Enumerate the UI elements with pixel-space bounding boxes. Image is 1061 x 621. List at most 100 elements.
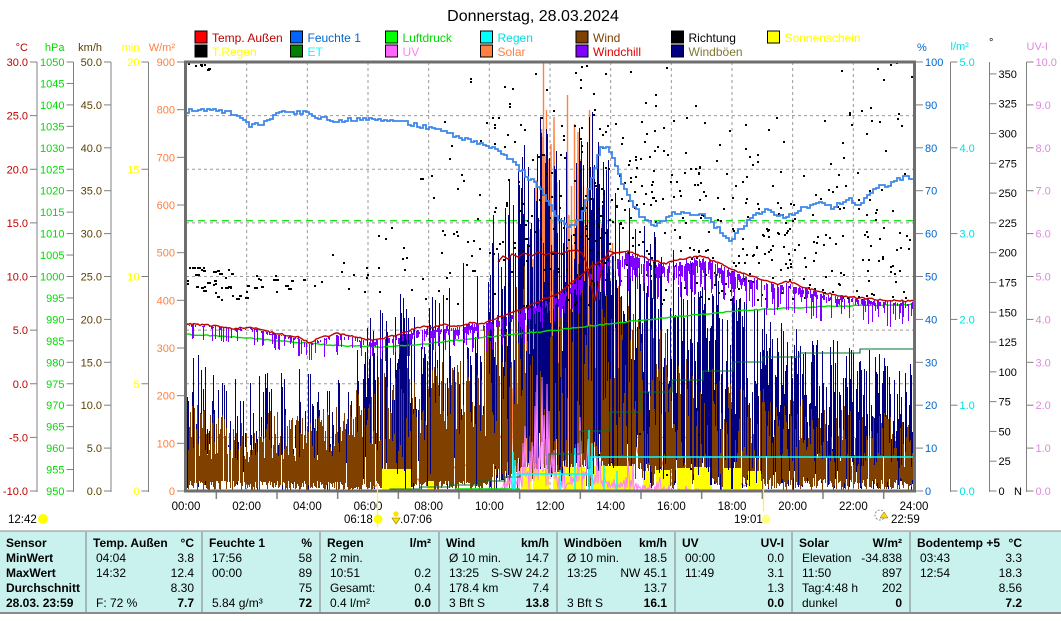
svg-text:6.0: 6.0 (1036, 229, 1051, 241)
svg-text:300: 300 (157, 343, 175, 355)
svg-text:UV-I: UV-I (1027, 41, 1048, 53)
svg-text:8.0: 8.0 (1036, 143, 1051, 155)
svg-text:14:00: 14:00 (596, 501, 625, 513)
svg-text:km/h: km/h (78, 42, 102, 54)
svg-text:5.0: 5.0 (960, 57, 975, 69)
svg-text:1015: 1015 (40, 207, 64, 219)
svg-text:Regen: Regen (498, 31, 533, 45)
svg-text:°: ° (989, 37, 993, 49)
svg-text:1040: 1040 (40, 100, 64, 112)
svg-text:1020: 1020 (40, 186, 64, 198)
svg-text:T.Regen: T.Regen (212, 45, 257, 59)
svg-text:2.0: 2.0 (1036, 400, 1051, 412)
svg-text:-5.0: -5.0 (9, 432, 28, 444)
svg-text:04:00: 04:00 (293, 501, 322, 513)
svg-text:800: 800 (157, 105, 175, 117)
svg-text:75: 75 (299, 581, 313, 595)
svg-text:.07:06: .07:06 (400, 514, 432, 526)
svg-text:Feuchte 1: Feuchte 1 (308, 31, 362, 45)
svg-text:100: 100 (999, 367, 1017, 379)
svg-text:13:25: 13:25 (449, 566, 479, 580)
svg-text:1035: 1035 (40, 121, 64, 133)
svg-text:70: 70 (925, 186, 937, 198)
svg-text:13:25: 13:25 (567, 566, 597, 580)
svg-text:5.84 g/m³: 5.84 g/m³ (212, 596, 263, 610)
svg-text:Regen: Regen (327, 536, 364, 550)
svg-text:00:00: 00:00 (685, 551, 715, 565)
svg-text:200: 200 (999, 248, 1017, 260)
svg-text:1.0: 1.0 (1036, 443, 1051, 455)
svg-text:0.0: 0.0 (87, 486, 102, 498)
svg-text:00:00: 00:00 (212, 566, 242, 580)
svg-text:1050: 1050 (40, 57, 64, 69)
svg-text:25: 25 (999, 456, 1011, 468)
svg-text:60: 60 (925, 229, 937, 241)
svg-text:Solar: Solar (498, 45, 526, 59)
svg-text:72: 72 (299, 596, 313, 610)
svg-text:3.1: 3.1 (767, 566, 784, 580)
svg-text:965: 965 (46, 422, 64, 434)
svg-text:7.7: 7.7 (177, 596, 194, 610)
svg-text:20:00: 20:00 (778, 501, 807, 513)
svg-text:22:59: 22:59 (891, 514, 920, 526)
svg-text:N: N (1014, 486, 1022, 498)
svg-text:9.0: 9.0 (1036, 100, 1051, 112)
svg-text:897: 897 (882, 566, 902, 580)
svg-text:0.0: 0.0 (1036, 486, 1051, 498)
svg-text:13.7: 13.7 (644, 581, 668, 595)
svg-text:W/m²: W/m² (873, 536, 902, 550)
svg-text:-34.838: -34.838 (861, 551, 902, 565)
svg-text:Windböen: Windböen (564, 536, 622, 550)
svg-text:30.0: 30.0 (81, 229, 102, 241)
svg-text:8.30: 8.30 (171, 581, 195, 595)
svg-text:0.2: 0.2 (414, 566, 431, 580)
svg-text:955: 955 (46, 465, 64, 477)
svg-text:5: 5 (133, 379, 139, 391)
svg-text:Temp. Außen: Temp. Außen (212, 31, 283, 45)
svg-text:970: 970 (46, 400, 64, 412)
svg-text:02:00: 02:00 (232, 501, 261, 513)
svg-text:Durchschnitt: Durchschnitt (6, 581, 80, 595)
svg-text:Sonnenschein: Sonnenschein (785, 31, 861, 45)
svg-text:990: 990 (46, 314, 64, 326)
svg-text:00:00: 00:00 (172, 501, 201, 513)
svg-text:50: 50 (925, 272, 937, 284)
svg-text:03:43: 03:43 (920, 551, 950, 565)
svg-text:Windchill: Windchill (593, 45, 641, 59)
svg-text:14.7: 14.7 (526, 551, 550, 565)
svg-text:NW 45.1: NW 45.1 (620, 566, 667, 580)
svg-text:50: 50 (999, 426, 1011, 438)
svg-text:12:00: 12:00 (536, 501, 565, 513)
svg-text:30: 30 (925, 357, 937, 369)
svg-text:15.0: 15.0 (7, 218, 28, 230)
svg-text:18.5: 18.5 (644, 551, 668, 565)
svg-text:3 Bft S: 3 Bft S (567, 596, 603, 610)
svg-text:20.0: 20.0 (81, 314, 102, 326)
svg-text:3.0: 3.0 (1036, 357, 1051, 369)
svg-text:200: 200 (157, 391, 175, 403)
svg-text:960: 960 (46, 443, 64, 455)
svg-text:3.8: 3.8 (177, 551, 194, 565)
svg-text:°C: °C (1009, 536, 1023, 550)
svg-text:11:50: 11:50 (802, 566, 831, 580)
svg-text:18.3: 18.3 (999, 566, 1023, 580)
svg-text:Bodentemp +5: Bodentemp +5 (917, 536, 1000, 550)
svg-text:08:00: 08:00 (414, 501, 443, 513)
svg-text:dunkel: dunkel (802, 596, 837, 610)
svg-text:5.0: 5.0 (1036, 272, 1051, 284)
svg-text:Elevation: Elevation (802, 551, 851, 565)
svg-text:12:42: 12:42 (8, 514, 37, 526)
svg-text:ET: ET (308, 45, 324, 59)
svg-text:250: 250 (999, 188, 1017, 200)
svg-text:%: % (301, 536, 312, 550)
svg-text:14:32: 14:32 (96, 566, 126, 580)
svg-text:325: 325 (999, 99, 1017, 111)
svg-text:15: 15 (127, 164, 139, 176)
svg-text:4.0: 4.0 (1036, 314, 1051, 326)
svg-text:UV: UV (682, 536, 699, 550)
svg-text:15.0: 15.0 (81, 357, 102, 369)
svg-text:Windböen: Windböen (689, 45, 743, 59)
svg-text:0.0: 0.0 (767, 551, 784, 565)
svg-text:24:00: 24:00 (900, 501, 929, 513)
svg-text:25.0: 25.0 (81, 272, 102, 284)
